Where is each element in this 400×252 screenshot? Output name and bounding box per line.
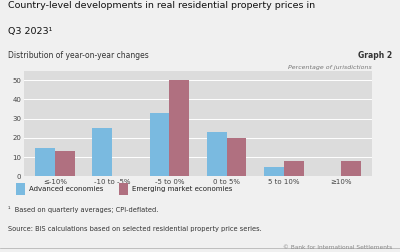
Text: © Bank for International Settlements: © Bank for International Settlements: [283, 245, 392, 250]
Text: Q3 2023¹: Q3 2023¹: [8, 27, 52, 36]
Bar: [226, 138, 246, 176]
Text: Advanced economies: Advanced economies: [29, 186, 103, 192]
Text: Country-level developments in real residential property prices in: Country-level developments in real resid…: [8, 2, 315, 10]
Text: Percentage of jurisdictions: Percentage of jurisdictions: [288, 65, 372, 70]
Bar: [16, 183, 25, 195]
Bar: [150, 113, 170, 176]
Bar: [36, 147, 55, 176]
Bar: [341, 161, 360, 176]
Text: Distribution of year-on-year changes: Distribution of year-on-year changes: [8, 51, 149, 60]
Text: Graph 2: Graph 2: [358, 51, 392, 60]
Bar: [264, 167, 284, 176]
Text: Source: BIS calculations based on selected residential property price series.: Source: BIS calculations based on select…: [8, 226, 262, 232]
Bar: [170, 80, 190, 176]
Bar: [55, 151, 75, 176]
Bar: [284, 161, 304, 176]
Text: Emerging market economies: Emerging market economies: [132, 186, 232, 192]
Bar: [206, 132, 226, 176]
Text: ¹  Based on quarterly averages; CPI-deflated.: ¹ Based on quarterly averages; CPI-defla…: [8, 206, 158, 213]
Bar: [92, 128, 112, 176]
Bar: [119, 183, 128, 195]
